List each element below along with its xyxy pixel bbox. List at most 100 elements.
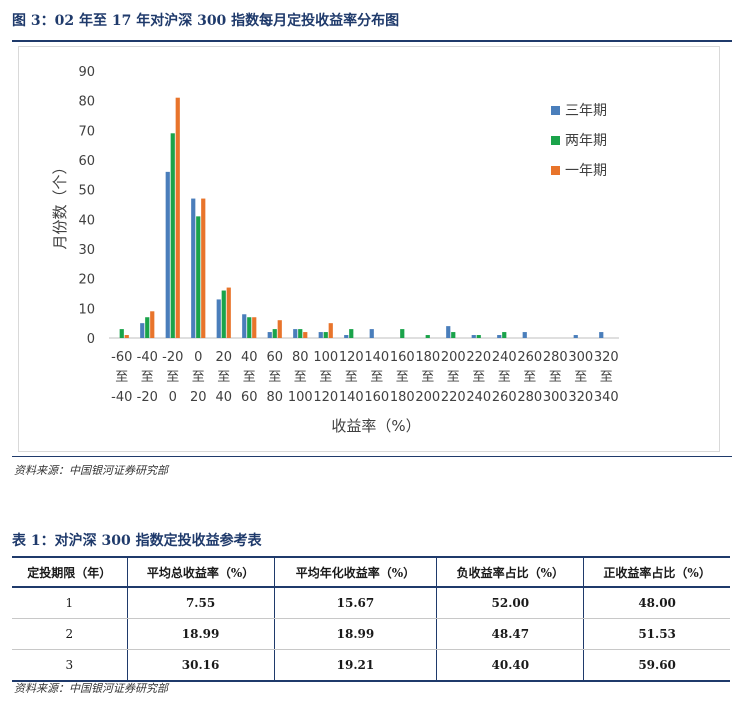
y-tick-label: 10 — [78, 302, 95, 317]
bar — [175, 97, 180, 338]
x-tick-label: -20 — [137, 390, 158, 405]
x-tick-label: 至 — [319, 370, 332, 385]
bar — [328, 323, 333, 338]
bar — [150, 311, 155, 338]
cell: 48.00 — [583, 587, 730, 619]
x-tick-label: 100 — [288, 390, 313, 405]
x-tick-label: 240 — [492, 350, 517, 365]
x-tick-label: 至 — [192, 370, 205, 385]
cell: 40.40 — [436, 649, 584, 682]
table-row: 2 18.99 18.99 48.47 51.53 — [12, 618, 730, 650]
x-tick-label: 100 — [313, 350, 338, 365]
x-tick-label: 320 — [594, 350, 619, 365]
y-tick-label: 30 — [78, 243, 95, 258]
x-tick-label: 至 — [447, 370, 460, 385]
x-tick-label: 180 — [415, 350, 440, 365]
x-tick-label: 至 — [396, 370, 409, 385]
x-tick-label: 40 — [215, 390, 232, 405]
x-tick-label: 至 — [472, 370, 485, 385]
table-row: 1 7.55 15.67 52.00 48.00 — [12, 587, 730, 619]
x-tick-label: 260 — [517, 350, 542, 365]
x-tick-label: 20 — [190, 390, 207, 405]
bar — [145, 317, 150, 338]
x-tick-label: 至 — [523, 370, 536, 385]
x-tick-label: 300 — [568, 350, 593, 365]
bar — [497, 335, 502, 338]
table-title: 表 1：对沪深 300 指数定投收益参考表 — [12, 533, 262, 549]
y-axis-title: 月份数（个） — [51, 159, 69, 249]
cell: 30.16 — [126, 649, 274, 682]
y-tick-label: 70 — [78, 124, 95, 139]
header-period: 定投期限（年） — [12, 556, 128, 588]
figure-title: 图 3：02 年至 17 年对沪深 300 指数每月定投收益率分布图 — [12, 13, 400, 29]
x-tick-label: 240 — [466, 390, 491, 405]
bar — [216, 299, 221, 338]
cell: 59.60 — [583, 649, 730, 682]
x-tick-label: 340 — [594, 390, 619, 405]
cell: 2 — [12, 618, 128, 650]
legend-swatch — [551, 166, 560, 175]
x-tick-label: -40 — [111, 390, 132, 405]
bar — [599, 332, 604, 338]
returns-table: 定投期限（年） 平均总收益率（%） 平均年化收益率（%） 负收益率占比（%） 正… — [12, 556, 730, 682]
x-tick-label: 0 — [169, 390, 177, 405]
bar — [119, 329, 124, 338]
bar — [502, 332, 507, 338]
cell: 51.53 — [583, 618, 730, 650]
bar — [349, 329, 354, 338]
x-tick-label: 至 — [345, 370, 358, 385]
x-tick-label: -40 — [137, 350, 158, 365]
x-tick-label: 至 — [421, 370, 434, 385]
legend-swatch — [551, 106, 560, 115]
legend-label: 三年期 — [565, 103, 607, 119]
bar — [247, 317, 252, 338]
cell: 48.47 — [436, 618, 584, 650]
x-tick-label: 280 — [543, 350, 568, 365]
title-rule — [12, 40, 732, 42]
x-tick-label: 80 — [292, 350, 309, 365]
x-tick-label: 40 — [241, 350, 258, 365]
x-tick-label: 0 — [194, 350, 202, 365]
bar — [471, 335, 476, 338]
x-tick-label: 至 — [574, 370, 587, 385]
bar — [221, 290, 226, 338]
bar — [446, 326, 451, 338]
bar — [191, 198, 196, 338]
x-tick-label: 160 — [390, 350, 415, 365]
x-tick-label: 120 — [339, 350, 364, 365]
bar — [369, 329, 374, 338]
x-tick-label: 至 — [166, 370, 179, 385]
x-tick-label: 20 — [215, 350, 232, 365]
bar — [252, 317, 257, 338]
bar — [573, 335, 578, 338]
legend-label: 两年期 — [565, 133, 607, 149]
cell: 1 — [12, 587, 128, 619]
bar — [293, 329, 298, 338]
bar — [201, 198, 206, 338]
header-avg-annual: 平均年化收益率（%） — [273, 556, 437, 588]
x-tick-label: 180 — [390, 390, 415, 405]
y-tick-label: 40 — [78, 213, 95, 228]
bar — [522, 332, 527, 338]
x-tick-label: 至 — [141, 370, 154, 385]
x-tick-label: 140 — [364, 350, 389, 365]
bar — [318, 332, 323, 338]
bar — [196, 216, 201, 338]
bar — [140, 323, 145, 338]
x-tick-label: 至 — [370, 370, 383, 385]
bar — [267, 332, 272, 338]
x-tick-label: 至 — [498, 370, 511, 385]
header-negative-share: 负收益率占比（%） — [436, 556, 584, 588]
x-tick-label: 80 — [266, 390, 283, 405]
cell: 52.00 — [436, 587, 584, 619]
x-tick-label: 至 — [549, 370, 562, 385]
y-tick-label: 60 — [78, 154, 95, 169]
x-tick-label: 至 — [115, 370, 128, 385]
chart-bottom-rule — [12, 456, 732, 457]
x-tick-label: 200 — [441, 350, 466, 365]
table-row: 3 30.16 19.21 40.40 59.60 — [12, 649, 730, 682]
table-source: 资料来源：中国银河证券研究部 — [14, 682, 168, 695]
x-tick-label: 至 — [243, 370, 256, 385]
bar — [272, 329, 277, 338]
legend-swatch — [551, 136, 560, 145]
